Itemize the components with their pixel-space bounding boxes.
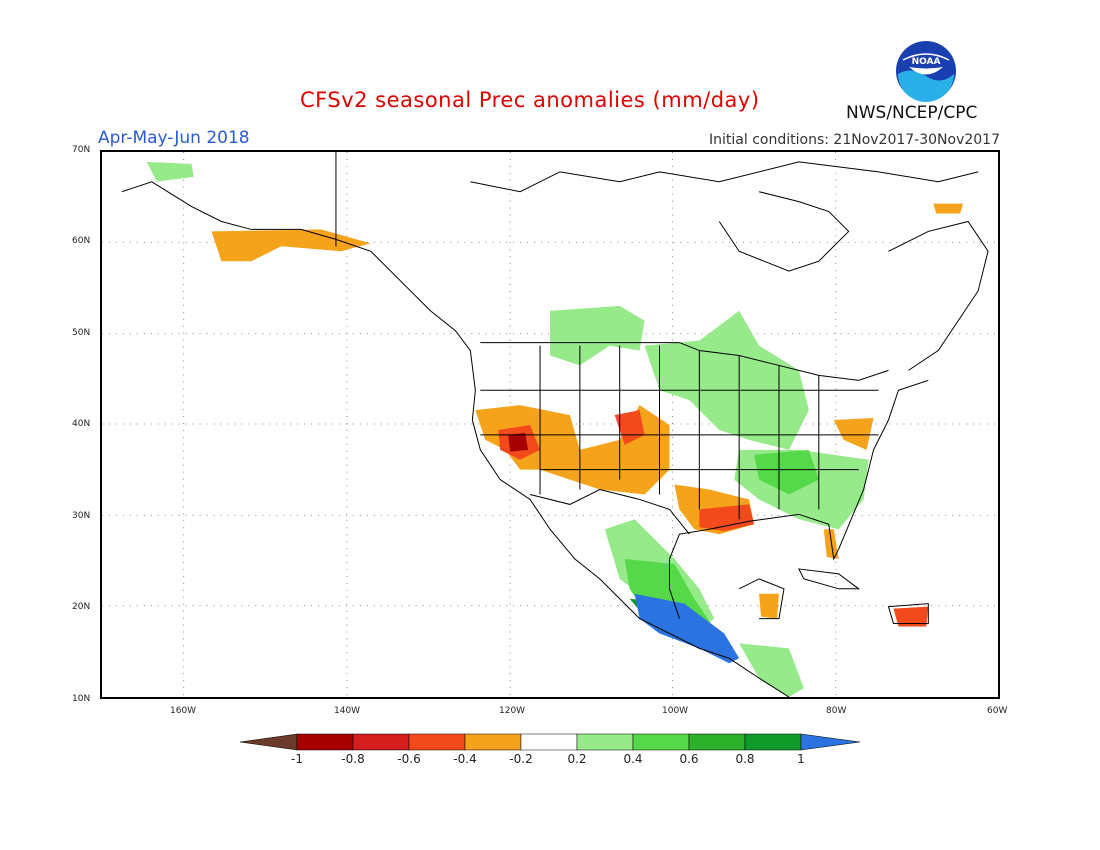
- legend-label-10: 1: [797, 752, 805, 766]
- light-green-canada: [550, 305, 645, 366]
- legend-label-8: 0.6: [679, 752, 699, 766]
- light-green-alaska: [146, 161, 194, 182]
- colorbar-swatch-1: [296, 733, 354, 751]
- anomaly-map: [100, 150, 1000, 699]
- colorbar-swatch-7: [632, 733, 690, 751]
- orange-alaska: [211, 229, 371, 262]
- cuba: [798, 568, 861, 590]
- yucatan: [738, 578, 785, 620]
- initial-conditions: Initial conditions: 21Nov2017-30Nov2017: [709, 132, 1000, 148]
- dark-red-southwest: [508, 432, 529, 452]
- lat-label-70n: 70N: [72, 145, 91, 155]
- lon-label-100w: 100W: [662, 706, 689, 716]
- lat-label-50n: 50N: [72, 328, 91, 338]
- colorbar-swatch-2: [352, 733, 410, 751]
- map-title: CFSv2 seasonal Prec anomalies (mm/day): [300, 88, 760, 112]
- arctic-islands: [470, 161, 979, 193]
- lon-label-140w: 140W: [334, 706, 361, 716]
- legend-label-5: -0.2: [509, 752, 533, 766]
- lat-label-30n: 30N: [72, 511, 91, 521]
- agency-label: NWS/NCEP/CPC: [846, 103, 978, 123]
- legend-label-4: -0.4: [453, 752, 477, 766]
- colorbar-swatch-6: [576, 733, 634, 751]
- legend-label-7: 0.4: [623, 752, 643, 766]
- lon-label-160w: 160W: [170, 706, 197, 716]
- noaa-logo: NOAA: [896, 41, 956, 102]
- dry-anomalies: [211, 203, 964, 627]
- lon-label-120w: 120W: [499, 706, 526, 716]
- red-orange-colorado: [614, 410, 645, 445]
- colorbar-low-arrow: [240, 733, 298, 751]
- colorbar-high-arrow: [800, 733, 861, 751]
- colorbar-swatch-5: [520, 733, 578, 751]
- lon-label-60w: 60W: [987, 706, 1008, 716]
- hudson-bay: [718, 191, 850, 272]
- red-caribbean: [893, 606, 929, 627]
- legend-label-3: -0.6: [397, 752, 421, 766]
- labrador-coast: [888, 220, 989, 371]
- lat-label-10n: 10N: [72, 694, 91, 704]
- wet-anomalies: [146, 161, 869, 697]
- legend-label-1: -1: [291, 752, 303, 766]
- lon-label-80w: 80W: [826, 706, 847, 716]
- political-borders: [335, 152, 889, 535]
- hispaniola: [887, 603, 929, 625]
- orange-mid-atlantic: [833, 418, 874, 450]
- orange-yucatan: [759, 593, 779, 619]
- legend-label-6: 0.2: [567, 752, 587, 766]
- logo-text: NOAA: [912, 57, 941, 67]
- legend-label-9: 0.8: [735, 752, 755, 766]
- us-canada-border: [480, 342, 889, 381]
- us-mexico-border: [529, 488, 690, 535]
- lat-label-20n: 20N: [72, 602, 91, 612]
- colorbar-swatch-9: [744, 733, 802, 751]
- orange-labrador: [933, 203, 964, 214]
- colorbar-swatch-4: [464, 733, 522, 751]
- red-gulf-coast: [699, 504, 755, 532]
- blue-mexico: [634, 593, 740, 664]
- state-lines: [480, 345, 879, 520]
- colorbar-swatch-3: [408, 733, 466, 751]
- lat-label-40n: 40N: [72, 419, 91, 429]
- lat-label-60n: 60N: [72, 236, 91, 246]
- coastlines: [121, 161, 989, 697]
- colorbar: [240, 733, 861, 751]
- colorbar-swatch-8: [688, 733, 746, 751]
- gulf-coast: [668, 379, 929, 619]
- light-green-central-america: [739, 643, 804, 697]
- green-southeast: [754, 449, 819, 495]
- forecast-period: Apr-May-Jun 2018: [98, 128, 250, 148]
- alaska-coast: [121, 181, 790, 697]
- legend-label-2: -0.8: [341, 752, 365, 766]
